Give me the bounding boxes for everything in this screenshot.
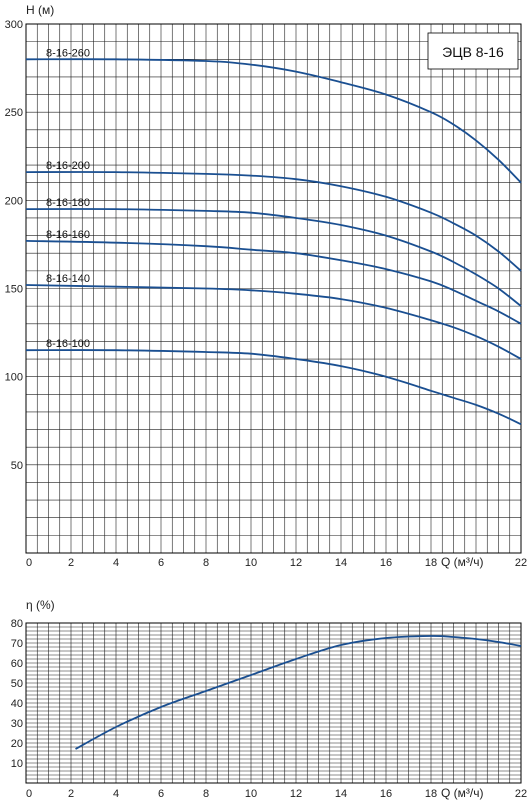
efficiency-x-tick-label: 4 [113,788,119,800]
head-title-box: ЭЦВ 8-16 [427,32,519,70]
head-x-tick-label: 6 [158,557,164,569]
head-y-tick-label: 100 [5,372,23,384]
efficiency-x-tick-label: 14 [335,788,347,800]
head-y-tick-label: 150 [5,284,23,296]
efficiency-grid [26,623,521,783]
efficiency-y-tick-labels: 10 20 30 40 50 60 70 80 [11,618,23,770]
efficiency-x-tick-label: 8 [203,788,209,800]
head-x-tick-label: 4 [113,557,119,569]
head-y-axis-label: H (м) [26,3,54,17]
head-series-line [25,349,522,426]
head-series-label: 8-16-200 [46,160,90,172]
head-series-line [25,171,522,272]
efficiency-x-axis-label: Q (м³/ч) [441,786,484,800]
head-x-tick-labels: 0 2 4 6 8 10 12 14 16 18 22 [26,557,527,569]
head-x-tick-label: 18 [425,557,437,569]
head-x-tick-label: 0 [26,557,32,569]
efficiency-x-tick-labels: 0 2 4 6 8 10 12 14 16 18 22 [26,788,527,800]
efficiency-y-tick-label: 10 [11,758,23,770]
head-x-tick-label: 14 [335,557,347,569]
efficiency-y-tick-label: 60 [11,658,23,670]
efficiency-x-tick-label: 6 [158,788,164,800]
efficiency-x-tick-label: 18 [425,788,437,800]
efficiency-y-tick-label: 20 [11,738,23,750]
efficiency-y-tick-label: 80 [11,618,23,630]
head-y-tick-label: 250 [5,107,23,119]
head-series-line [25,284,522,360]
efficiency-chart: 10 20 30 40 50 60 70 80 0 2 4 6 8 10 12 14 16 18 22 η (%)… [11,598,527,800]
efficiency-y-tick-label: 70 [11,638,23,650]
head-series-line [25,240,522,325]
efficiency-y-axis-label: η (%) [26,598,55,612]
head-series-line [25,208,522,307]
efficiency-x-tick-label: 22 [515,788,527,800]
head-series-label: 8-16-140 [46,273,90,285]
efficiency-plot-frame [25,622,522,784]
head-series-label: 8-16-100 [46,338,90,350]
head-x-tick-label: 8 [203,557,209,569]
efficiency-series-line [75,635,522,750]
efficiency-y-tick-label: 50 [11,678,23,690]
efficiency-x-tick-label: 16 [380,788,392,800]
efficiency-y-tick-label: 40 [11,698,23,710]
efficiency-x-tick-label: 0 [26,788,32,800]
head-y-tick-labels: 50 100 150 200 250 300 [5,19,23,472]
head-x-tick-label: 2 [68,557,74,569]
head-plot-frame [25,23,522,554]
head-x-tick-label: 16 [380,557,392,569]
head-series-label: 8-16-160 [46,229,90,241]
head-y-tick-label: 200 [5,195,23,207]
head-series-line [25,58,522,184]
head-y-tick-label: 50 [11,460,23,472]
head-y-tick-label: 300 [5,19,23,31]
head-series-labels: 8-16-260 8-16-200 8-16-180 8-16-160 8-16-140… [46,47,90,350]
head-chart: 50 100 150 200 250 300 0 2 4 6 8 10 12 14 16 18 22 H (м… [5,3,527,569]
head-series-label: 8-16-260 [46,47,90,59]
efficiency-x-tick-label: 2 [68,788,74,800]
efficiency-y-tick-label: 30 [11,718,23,730]
head-x-tick-label: 12 [290,557,302,569]
head-x-tick-label: 10 [245,557,257,569]
head-grid [26,24,521,553]
efficiency-x-tick-label: 12 [290,788,302,800]
head-chart-title: ЭЦВ 8-16 [442,44,504,60]
head-x-tick-label: 22 [515,557,527,569]
head-series-group [25,58,522,426]
efficiency-x-tick-label: 10 [245,788,257,800]
head-x-axis-label: Q (м³/ч) [441,555,484,569]
head-series-label: 8-16-180 [46,197,90,209]
efficiency-series-group [75,635,522,750]
